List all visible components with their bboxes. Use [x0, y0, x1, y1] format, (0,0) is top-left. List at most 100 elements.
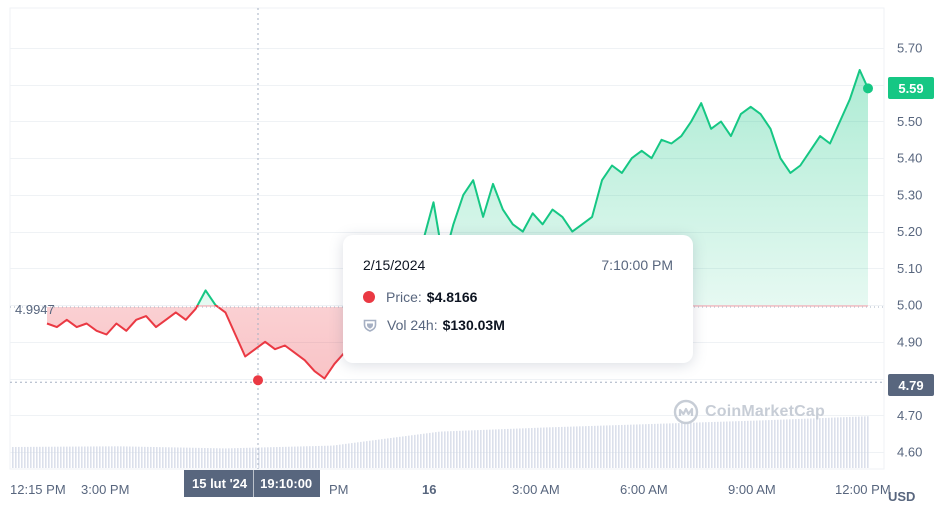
volume-bar	[651, 423, 653, 468]
volume-bar	[198, 447, 200, 468]
volume-bar	[807, 418, 809, 468]
currency-label: USD	[888, 489, 916, 504]
volume-bar	[753, 420, 755, 468]
volume-bar	[546, 427, 548, 468]
volume-bar	[42, 446, 44, 468]
volume-bar	[117, 446, 119, 468]
volume-bar	[447, 431, 449, 468]
volume-bar	[393, 437, 395, 468]
volume-bar	[357, 442, 359, 468]
price-line-down	[46, 305, 419, 380]
volume-bar	[747, 420, 749, 468]
volume-bar	[654, 423, 656, 468]
volume-bar	[435, 432, 437, 468]
volume-bar	[636, 424, 638, 468]
volume-bar	[315, 446, 317, 468]
volume-bar	[465, 430, 467, 468]
volume-bar	[762, 420, 764, 468]
volume-bar	[411, 435, 413, 468]
x-tick-label: 3:00 PM	[81, 482, 129, 497]
volume-bar	[162, 447, 164, 468]
volume-bar	[381, 439, 383, 468]
volume-bar	[462, 430, 464, 468]
volume-bar	[459, 430, 461, 468]
volume-bar	[813, 418, 815, 468]
volume-bar	[468, 430, 470, 468]
volume-bar	[738, 421, 740, 468]
volume-shield-icon	[363, 319, 377, 332]
volume-bar	[489, 429, 491, 468]
volume-bar	[372, 440, 374, 468]
volume-bar	[771, 419, 773, 468]
volume-bar	[96, 446, 98, 468]
volume-bar	[45, 446, 47, 468]
volume-bar	[774, 419, 776, 468]
volume-bar	[72, 446, 74, 468]
volume-bar	[453, 431, 455, 468]
volume-bar	[84, 446, 86, 468]
volume-bar	[744, 420, 746, 468]
volume-bar	[30, 446, 32, 468]
x-tick-label: PM	[329, 482, 349, 497]
volume-bar	[669, 423, 671, 468]
volume-bar	[165, 447, 167, 468]
volume-bar	[621, 424, 623, 468]
volume-bar	[123, 446, 125, 468]
volume-bar	[858, 416, 860, 468]
volume-bar	[486, 429, 488, 468]
volume-bar	[768, 420, 770, 468]
volume-bar	[21, 446, 23, 468]
volume-bar	[522, 428, 524, 468]
volume-bar	[720, 421, 722, 468]
volume-bar	[825, 417, 827, 468]
volume-bar	[711, 422, 713, 468]
volume-bar	[693, 422, 695, 468]
volume-bar	[36, 446, 38, 468]
volume-bar	[531, 427, 533, 468]
volume-bar	[201, 447, 203, 468]
volume-bar	[627, 424, 629, 468]
volume-bar	[369, 440, 371, 468]
volume-bar	[120, 446, 122, 468]
volume-bar	[225, 448, 227, 468]
volume-bar	[834, 417, 836, 468]
volume-bar	[702, 422, 704, 468]
crosshair-date: 15 lut '24	[192, 476, 248, 491]
volume-bar	[645, 424, 647, 468]
volume-bar	[282, 446, 284, 468]
volume-bar	[234, 448, 236, 468]
volume-bar	[60, 446, 62, 468]
volume-bar	[615, 425, 617, 468]
volume-bar	[270, 447, 272, 468]
last-price-point	[863, 83, 873, 94]
volume-bar	[450, 431, 452, 468]
volume-bar	[441, 431, 443, 468]
volume-bar	[675, 423, 677, 468]
volume-bar	[561, 426, 563, 468]
volume-bar	[816, 418, 818, 468]
volume-bar	[798, 418, 800, 468]
volume-bar	[75, 446, 77, 468]
volume-bar	[360, 441, 362, 468]
volume-bar	[18, 446, 20, 468]
volume-bar	[405, 436, 407, 468]
volume-bar	[159, 447, 161, 468]
volume-bar	[498, 429, 500, 468]
volume-bar	[600, 425, 602, 468]
volume-bar	[657, 423, 659, 468]
volume-bar	[741, 421, 743, 468]
volume-bar	[432, 432, 434, 468]
volume-bar	[849, 416, 851, 468]
volume-bar	[408, 435, 410, 468]
volume-bar	[390, 437, 392, 468]
volume-bar	[792, 419, 794, 468]
tooltip-price-value: $4.8166	[426, 289, 478, 305]
volume-bar	[588, 426, 590, 468]
volume-bar	[618, 425, 620, 468]
volume-bar	[309, 446, 311, 468]
y-tick-label: 5.40	[897, 151, 922, 166]
volume-bar	[822, 418, 824, 468]
volume-bar	[672, 423, 674, 468]
volume-bar	[345, 443, 347, 468]
